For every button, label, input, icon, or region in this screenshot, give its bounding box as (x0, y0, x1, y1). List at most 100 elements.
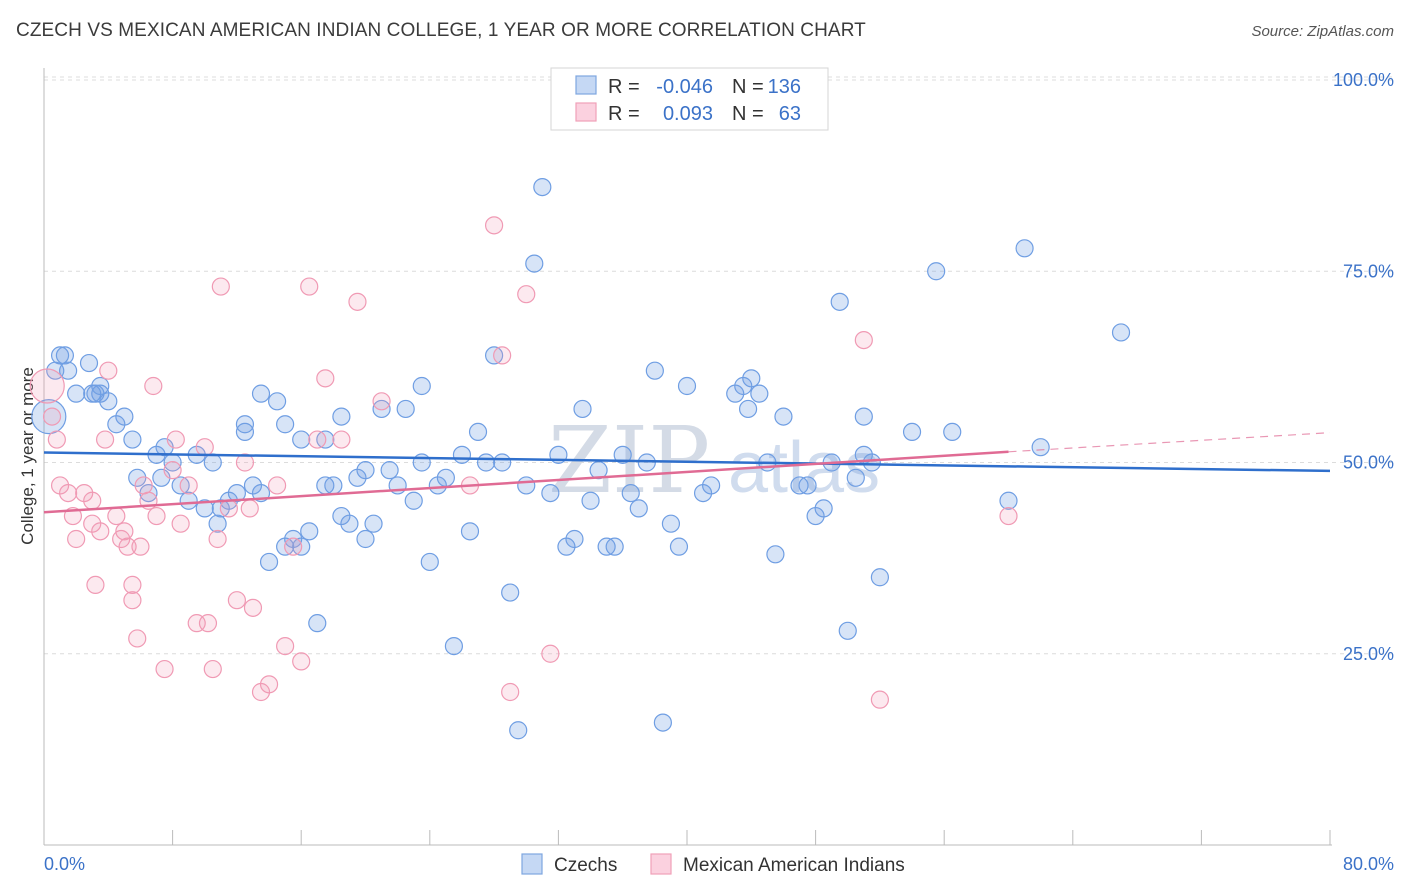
czech-point (67, 384, 86, 403)
mexican-point (86, 575, 105, 595)
czech-point (300, 522, 319, 541)
czech-point (460, 522, 480, 541)
mexican-point (29, 368, 65, 404)
czech-point (661, 514, 681, 533)
czech-point (830, 292, 849, 311)
trend-lines (43, 432, 1331, 514)
legend-r-value-1: -0.046 (656, 76, 713, 98)
x-tick-label-max: 80.0% (1343, 854, 1394, 874)
czech-point (1031, 438, 1050, 457)
legend-box (550, 67, 829, 131)
mexican-point (219, 499, 238, 518)
czech-point (436, 468, 455, 487)
czech-point (55, 346, 74, 365)
czech-point (738, 399, 758, 419)
czech-point (364, 514, 383, 533)
bottom-legend-label-mexican: Mexican American Indians (683, 855, 905, 876)
mexican-point (67, 529, 86, 549)
czech-point (846, 468, 865, 487)
legend-r-value-2: 0.093 (663, 103, 713, 125)
x-tick-label-min: 0.0% (44, 854, 85, 874)
czech-point (276, 415, 295, 434)
series-mexican-american-indians (29, 216, 1018, 709)
czech-point (999, 491, 1018, 510)
czech-point (605, 537, 624, 556)
czech-point (677, 376, 697, 396)
czech-point (308, 614, 327, 633)
mexican-point (59, 484, 78, 503)
legend: R = -0.046 N = 136 R = 0.093 N = 63 (550, 67, 829, 131)
mexican-point (166, 430, 185, 449)
mexican-point (493, 346, 512, 365)
czech-point (517, 476, 536, 495)
czech-point (493, 453, 512, 472)
czech-point (195, 499, 214, 518)
y-tick-label-25: 25.0% (1343, 644, 1394, 664)
czech-point (123, 430, 142, 449)
mexican-point (541, 644, 560, 663)
czech-point (356, 529, 375, 549)
mexican-point (517, 285, 536, 304)
czech-point (501, 583, 520, 602)
chart-title: CZECH VS MEXICAN AMERICAN INDIAN COLLEGE… (16, 20, 866, 41)
czech-point (637, 453, 656, 472)
czech-point (235, 415, 255, 434)
mexican-point (144, 376, 163, 396)
mexican-point (134, 476, 153, 495)
czech-point (267, 392, 287, 411)
czech-point (50, 346, 70, 365)
mexican-point (198, 614, 218, 633)
mexican-point (999, 506, 1018, 526)
czech-point (742, 369, 761, 388)
mexican-point (42, 407, 62, 426)
mexican-point (107, 506, 126, 526)
mexican-point (131, 537, 150, 556)
czech-point (613, 445, 632, 464)
mexican-point (243, 598, 263, 617)
mexican-point (284, 537, 303, 556)
czech-point (332, 407, 351, 426)
mexican-point (308, 430, 327, 449)
y-tick-labels: 25.0% 50.0% 75.0% 100.0% (1333, 70, 1394, 664)
czech-point (669, 537, 689, 556)
mexican-point (372, 392, 391, 411)
bottom-legend-swatch-mexican (650, 853, 672, 875)
czech-point (292, 430, 311, 449)
czech-point (444, 636, 464, 656)
czech-point (404, 491, 423, 510)
czech-point (838, 621, 857, 640)
mexican-point (870, 690, 890, 709)
czech-point (774, 407, 793, 426)
mexican-point (171, 514, 190, 533)
czech-point (179, 491, 198, 510)
mexican-point (348, 292, 367, 311)
mexican-point (123, 575, 142, 595)
czech-point (412, 376, 431, 396)
mexican-point (854, 331, 873, 350)
mexican-point (332, 430, 351, 449)
czech-point (324, 476, 343, 495)
gridlines (44, 76, 1394, 655)
czech-point (870, 568, 890, 587)
mexican-point (211, 277, 230, 296)
bottom-legend-swatch-czechs (521, 853, 543, 875)
czech-point (581, 491, 600, 510)
mexican-point (300, 277, 319, 296)
series-czechs (31, 178, 1131, 740)
mexican-point (292, 652, 311, 671)
chart-source: Source: ZipAtlas.com (1251, 23, 1394, 40)
czech-point (380, 461, 399, 480)
czech-point (750, 384, 769, 403)
mexican-point (163, 461, 182, 480)
czech-point (1111, 323, 1131, 342)
bottom-legend-label-czechs: Czechs (554, 855, 617, 876)
mexican-point (123, 591, 142, 610)
czech-point (541, 484, 560, 503)
czech-point (653, 713, 672, 732)
czech-point (99, 392, 118, 411)
czech-point (1015, 239, 1034, 258)
czech-point (452, 445, 472, 464)
legend-n-label-1: N = (732, 76, 764, 98)
czech-point (412, 453, 431, 472)
